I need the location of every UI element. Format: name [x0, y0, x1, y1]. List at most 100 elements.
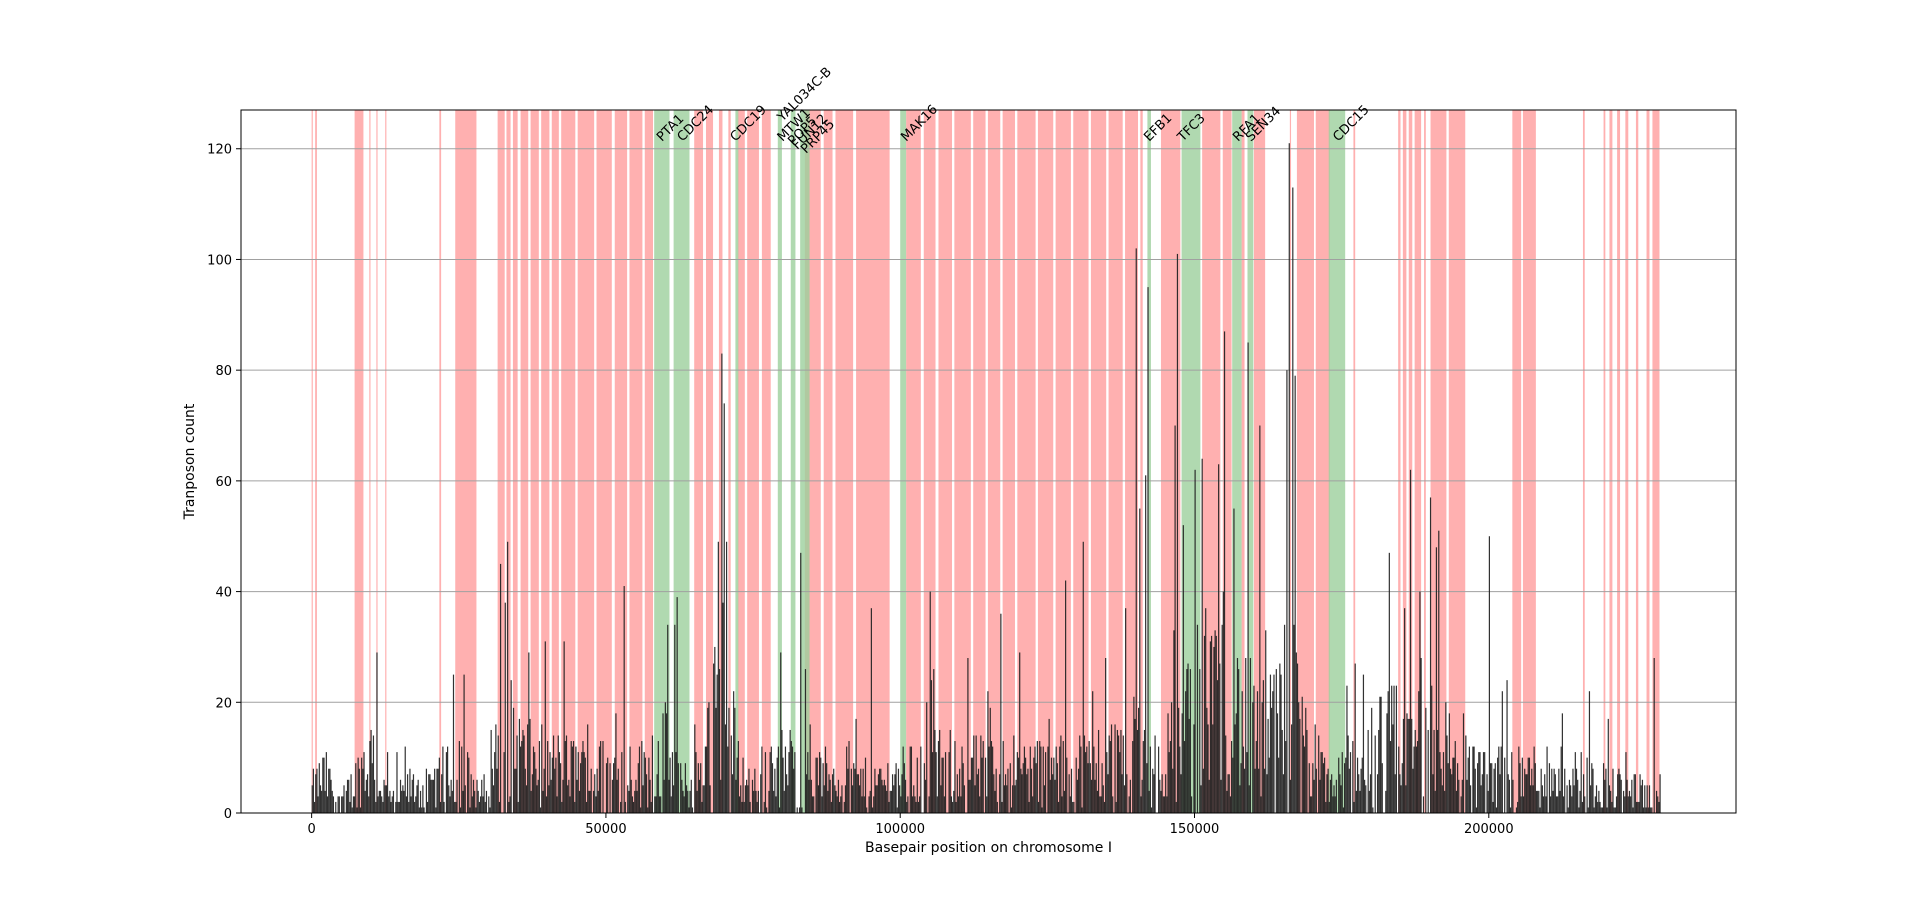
- transposon-bar: [982, 741, 984, 813]
- transposon-bar: [1095, 763, 1097, 813]
- transposon-bar: [1552, 790, 1554, 813]
- transposon-bar: [807, 752, 809, 813]
- transposon-bar: [1338, 757, 1340, 813]
- transposon-bar: [521, 741, 523, 813]
- frame-layer: [240, 109, 1737, 814]
- transposon-bar: [1255, 741, 1257, 813]
- transposon-bar: [656, 774, 658, 813]
- transposon-bar: [1212, 724, 1214, 813]
- transposon-bar: [1123, 785, 1126, 813]
- transposon-bar: [1595, 785, 1598, 813]
- nonessential-region: [1448, 110, 1466, 813]
- transposon-bar: [628, 790, 630, 813]
- nonessential-region: [823, 110, 833, 813]
- essential-region: [673, 110, 690, 813]
- transposon-bar: [777, 746, 779, 813]
- transposon-bar: [1441, 785, 1443, 813]
- transposon-bar: [886, 790, 888, 813]
- transposon-bar: [647, 807, 649, 813]
- transposon-bar: [531, 774, 533, 813]
- transposon-bar: [906, 801, 908, 813]
- transposon-bar: [1445, 702, 1447, 813]
- transposon-bar: [857, 774, 860, 813]
- transposon-bar: [737, 741, 739, 813]
- transposon-bar: [1233, 508, 1235, 813]
- transposon-bar: [1537, 790, 1539, 813]
- transposon-bar: [1089, 763, 1091, 813]
- transposon-bar: [1319, 779, 1321, 813]
- transposon-bar: [408, 801, 410, 813]
- transposon-bar: [1598, 790, 1600, 813]
- transposon-bar: [975, 735, 977, 813]
- nonessential-region: [1512, 110, 1522, 813]
- transposon-bar: [1068, 774, 1070, 813]
- transposon-bar: [1150, 807, 1153, 813]
- transposon-bar: [748, 768, 750, 813]
- transposon-bar: [1021, 774, 1023, 813]
- transposon-bar: [1526, 774, 1528, 813]
- transposon-bar: [421, 807, 423, 813]
- transposon-bar: [352, 796, 355, 813]
- transposon-bar: [1254, 768, 1256, 813]
- transposon-bar: [1219, 663, 1221, 813]
- nonessential-region: [1090, 110, 1107, 813]
- transposon-bar: [1114, 724, 1116, 813]
- transposon-bar: [860, 768, 862, 813]
- transposon-bar: [583, 752, 585, 813]
- transposon-bar: [1486, 774, 1488, 813]
- transposon-bar: [1457, 763, 1459, 813]
- transposon-bar: [956, 774, 958, 813]
- transposon-bar: [1446, 735, 1448, 813]
- transposon-bar: [1169, 741, 1171, 813]
- transposon-bar: [1582, 774, 1585, 813]
- transposon-bar: [509, 796, 511, 813]
- transposon-bar: [437, 768, 439, 813]
- transposon-bar: [970, 757, 973, 813]
- transposon-bar: [1145, 475, 1147, 813]
- transposon-bar: [784, 746, 787, 813]
- transposon-bar: [1147, 287, 1149, 813]
- transposon-bar: [455, 801, 457, 813]
- transposon-bar: [1477, 763, 1479, 813]
- transposon-bar: [378, 790, 380, 813]
- nonessential-region: [644, 110, 654, 813]
- transposon-bar: [598, 746, 601, 813]
- transposon-bar: [351, 807, 353, 813]
- transposon-bar: [1125, 608, 1127, 813]
- transposon-bar: [673, 785, 675, 813]
- nonessential-region: [1315, 110, 1330, 813]
- transposon-bar: [1545, 796, 1547, 813]
- transposon-bar: [1533, 746, 1535, 813]
- transposon-bar: [542, 790, 544, 813]
- nonessential-region: [512, 110, 518, 813]
- transposon-bar: [677, 763, 679, 813]
- transposon-bar: [1215, 635, 1217, 813]
- transposon-bar: [1013, 735, 1015, 813]
- transposon-bar: [426, 801, 429, 813]
- transposon-bar: [384, 785, 386, 813]
- transposon-bar: [722, 602, 724, 813]
- transposon-bar: [1335, 779, 1337, 813]
- transposon-bar: [1143, 729, 1146, 813]
- transposon-bar: [535, 768, 537, 813]
- transposon-bar: [589, 790, 591, 813]
- transposon-bar: [614, 757, 616, 813]
- transposon-bar: [592, 790, 595, 813]
- transposon-bar: [364, 790, 366, 813]
- transposon-bar: [1625, 752, 1627, 813]
- transposon-bar: [1003, 785, 1006, 813]
- nonessential-region: [1625, 110, 1629, 813]
- transposon-bar: [326, 796, 329, 813]
- transposon-bar: [967, 658, 969, 813]
- transposon-bar: [1622, 790, 1625, 813]
- transposon-bar: [1475, 807, 1478, 813]
- transposon-bar: [850, 768, 852, 813]
- transposon-bar: [342, 796, 344, 813]
- nonessential-region: [376, 110, 378, 813]
- transposon-bar: [1117, 735, 1120, 813]
- essential-region: [654, 110, 670, 813]
- transposon-bar: [896, 807, 898, 813]
- transposon-bar: [957, 796, 960, 813]
- transposon-bar: [555, 757, 557, 813]
- transposon-bar: [974, 785, 976, 813]
